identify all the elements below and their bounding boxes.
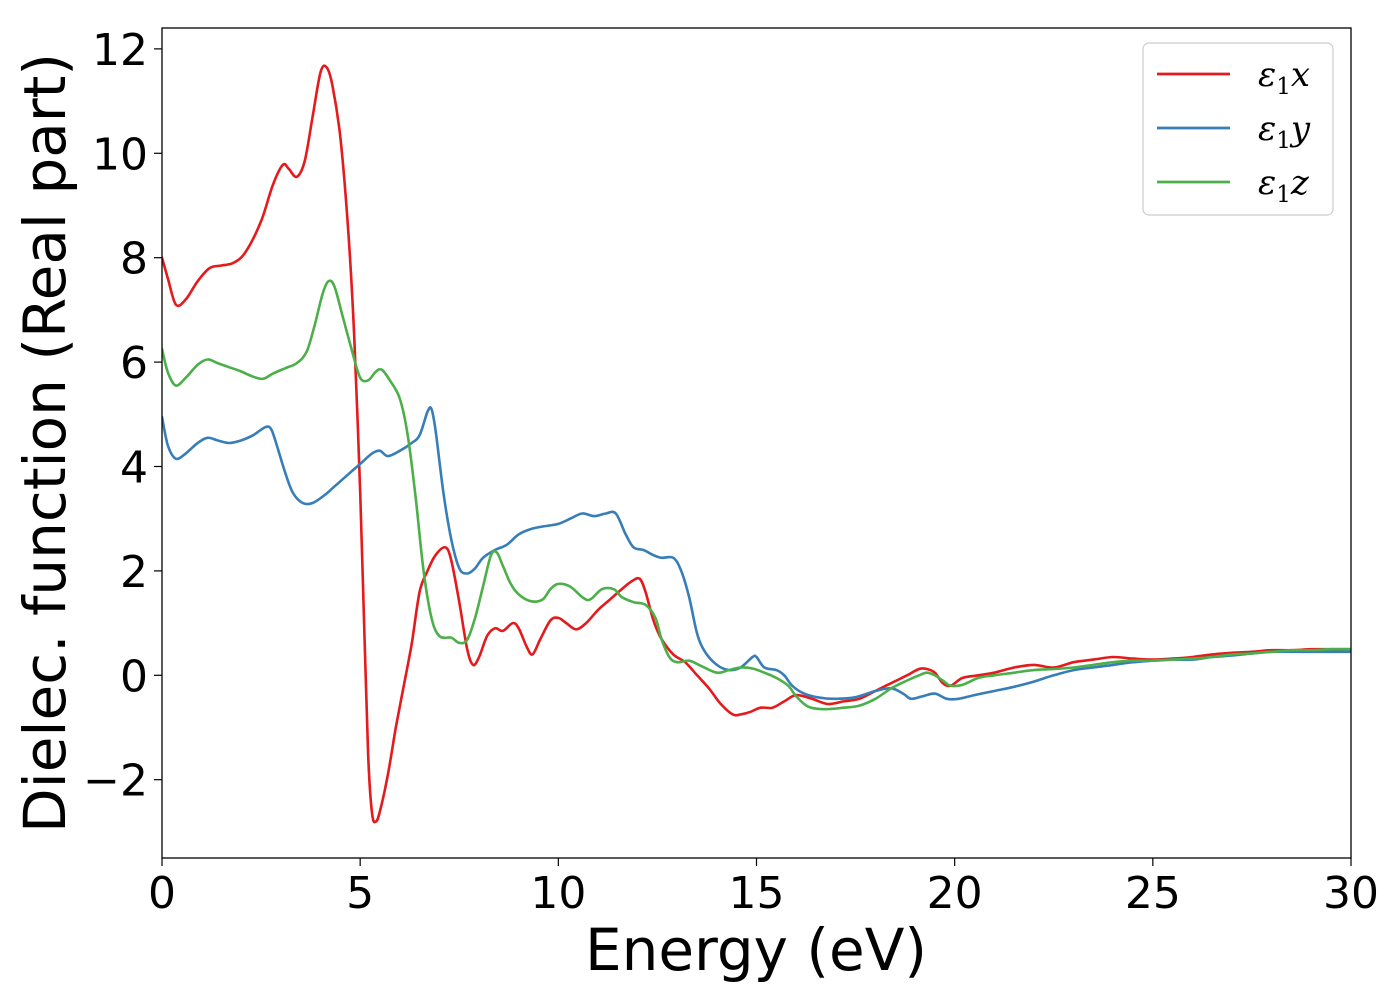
legend-symbol: ε: [1258, 55, 1276, 95]
legend-variable: x: [1291, 55, 1310, 95]
y-axis-ticks: −2 0 2 4 6 8 10 12: [83, 25, 162, 807]
legend-subscript: 1: [1276, 128, 1291, 154]
x-tick-label: 25: [1125, 868, 1181, 919]
y-tick-label: 4: [120, 442, 148, 493]
series-layer: [162, 64, 1351, 824]
series-line-x: [162, 64, 1351, 824]
y-tick-label: 6: [120, 338, 148, 389]
legend-label-z: ε1z: [1258, 163, 1310, 208]
y-tick-label: −2: [83, 756, 148, 807]
y-tick-label: 2: [120, 547, 148, 598]
legend-variable: y: [1289, 109, 1311, 149]
y-axis-title: Dielec. function (Real part): [11, 53, 79, 833]
x-tick-label: 20: [927, 868, 983, 919]
series-line-y: [162, 406, 1351, 701]
legend-subscript: 1: [1276, 74, 1291, 100]
legend-symbol: ε: [1258, 109, 1276, 149]
x-axis-ticks: 0 5 10 15 20 25 30: [148, 858, 1379, 919]
x-tick-label: 5: [346, 868, 374, 919]
legend-label-x: ε1x: [1258, 55, 1310, 100]
x-tick-label: 0: [148, 868, 176, 919]
y-tick-label: 8: [120, 234, 148, 285]
y-tick-label: 10: [92, 129, 148, 180]
y-tick-label: 0: [120, 651, 148, 702]
legend-frame: [1142, 42, 1334, 216]
series-line-z: [162, 279, 1351, 711]
x-tick-label: 30: [1323, 868, 1379, 919]
legend-subscript: 1: [1276, 182, 1291, 208]
y-tick-label: 12: [92, 25, 148, 76]
x-axis-title: Energy (eV): [585, 916, 927, 984]
x-tick-label: 10: [530, 868, 586, 919]
legend-symbol: ε: [1258, 163, 1276, 203]
series-lines: [162, 64, 1351, 824]
x-tick-label: 15: [729, 868, 785, 919]
legend-label-y: ε1y: [1258, 109, 1311, 154]
legend-variable: z: [1290, 163, 1310, 203]
